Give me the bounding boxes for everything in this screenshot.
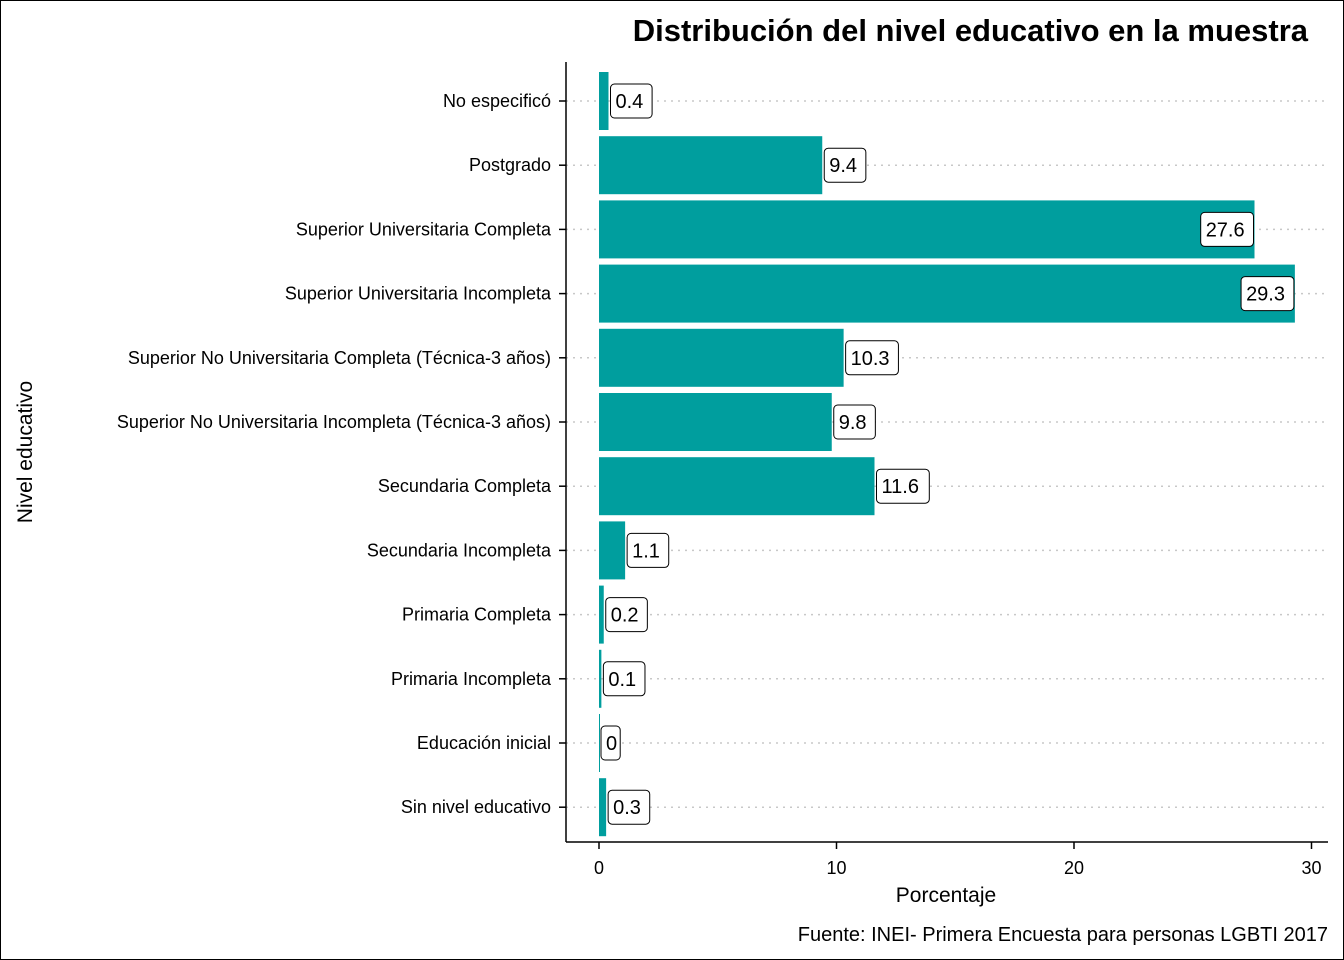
bar: [599, 328, 844, 387]
y-tick-label: Secundaria Incompleta: [367, 540, 552, 560]
value-label: 11.6: [882, 476, 919, 498]
y-tick-label: Superior No Universitaria Completa (Técn…: [128, 348, 551, 368]
x-tick-label: 20: [1064, 858, 1084, 878]
x-tick-label: 10: [826, 858, 846, 878]
value-label: 27.6: [1206, 219, 1245, 241]
bar: [599, 521, 626, 580]
value-label-box: [1200, 211, 1254, 247]
y-tick-label: Primaria Incompleta: [391, 669, 552, 689]
bar: [599, 136, 823, 195]
bar: [599, 264, 1295, 323]
bars: [599, 72, 1295, 837]
y-axis: No especificó Postgrado Superior Universit…: [117, 62, 567, 842]
value-label-box: [833, 404, 876, 440]
value-label-box: [845, 340, 899, 376]
chart-title: Distribución del nivel educativo en la m…: [633, 13, 1309, 48]
source-caption: Fuente: INEI- Primera Encuesta para pers…: [798, 924, 1328, 946]
value-label: 0.2: [611, 605, 639, 627]
bar: [599, 72, 609, 130]
y-tick-label: Secundaria Completa: [378, 476, 552, 496]
value-label: 0.4: [616, 91, 644, 113]
y-tick-label: Primaria Completa: [402, 605, 552, 625]
value-label-box: [605, 597, 648, 633]
bar: [599, 393, 832, 451]
y-tick-label: No especificó: [443, 91, 551, 111]
x-tick-label: 0: [594, 858, 604, 878]
y-tick-label: Postgrado: [469, 155, 551, 175]
bar: [599, 649, 602, 708]
value-label: 9.4: [829, 155, 857, 177]
y-tick-label: Educación inicial: [417, 733, 551, 753]
value-label-box: [626, 532, 670, 568]
bar: [599, 457, 875, 516]
y-tick-label: Superior Universitaria Completa: [296, 219, 552, 239]
value-label: 9.8: [839, 412, 867, 434]
value-label-box: [823, 147, 867, 183]
value-labels: 0.4 9.4 27.6 29.3 10.3 9.8 11.6 1.1 0.2 0.1 0 0.3: [600, 83, 1295, 825]
value-label: 0.3: [613, 797, 641, 819]
value-label-box: [600, 725, 621, 761]
bar: [599, 778, 607, 837]
y-tick-label: Superior No Universitaria Incompleta (Té…: [117, 412, 551, 432]
x-tick-label: 30: [1301, 858, 1321, 878]
value-label: 1.1: [632, 540, 660, 562]
bar: [599, 714, 600, 772]
value-label-box: [876, 468, 930, 504]
value-label: 0.1: [608, 669, 636, 691]
x-axis-title: Porcentaje: [896, 884, 996, 907]
x-axis: 0 10 20 30: [566, 841, 1328, 878]
y-tick-label: Superior Universitaria Incompleta: [285, 284, 552, 304]
value-label-box: [610, 83, 653, 119]
value-label: 0: [606, 733, 617, 755]
y-tick-label: Sin nivel educativo: [401, 797, 551, 817]
value-label-box: [602, 661, 646, 697]
bar: [599, 200, 1255, 259]
value-label-box: [607, 789, 651, 825]
y-axis-title: Nivel educativo: [14, 381, 37, 523]
value-label: 29.3: [1246, 284, 1285, 306]
bar: [599, 585, 604, 644]
value-label-box: [1240, 276, 1295, 312]
value-label: 10.3: [851, 348, 890, 370]
